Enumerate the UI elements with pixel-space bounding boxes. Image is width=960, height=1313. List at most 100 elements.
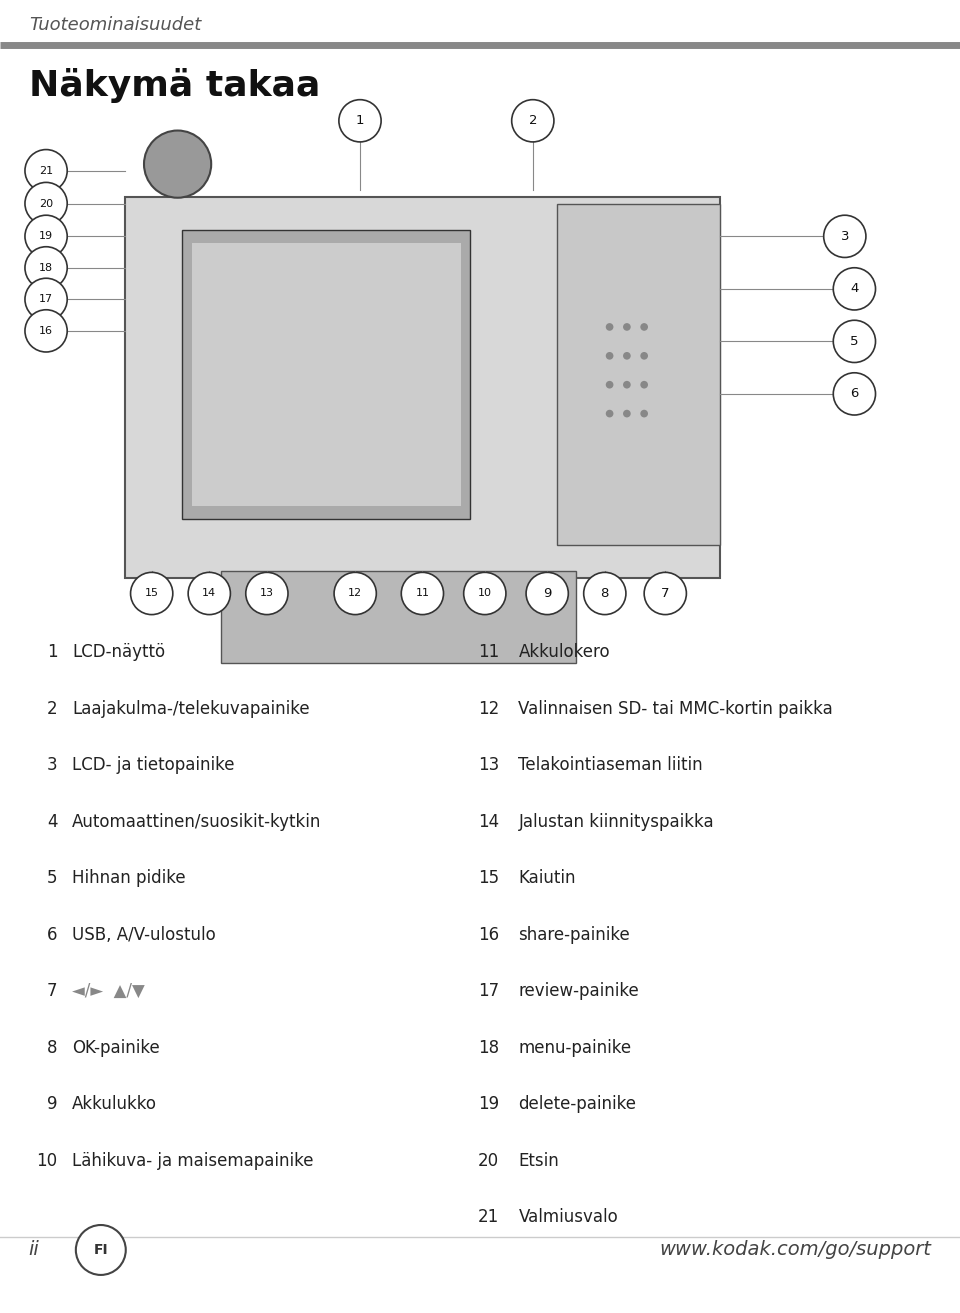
Circle shape bbox=[25, 310, 67, 352]
Circle shape bbox=[623, 381, 631, 389]
Circle shape bbox=[131, 572, 173, 614]
Text: 9: 9 bbox=[47, 1095, 58, 1113]
Circle shape bbox=[606, 381, 613, 389]
Text: ◄/►  ▲/▼: ◄/► ▲/▼ bbox=[72, 982, 145, 1001]
Text: OK-painike: OK-painike bbox=[72, 1039, 159, 1057]
Text: USB, A/V-ulostulo: USB, A/V-ulostulo bbox=[72, 926, 216, 944]
Circle shape bbox=[526, 572, 568, 614]
Circle shape bbox=[144, 130, 211, 198]
Text: Automaattinen/suosikit-kytkin: Automaattinen/suosikit-kytkin bbox=[72, 813, 322, 831]
Text: 13: 13 bbox=[260, 588, 274, 599]
Circle shape bbox=[512, 100, 554, 142]
Circle shape bbox=[644, 572, 686, 614]
Text: 15: 15 bbox=[478, 869, 499, 888]
Text: 14: 14 bbox=[203, 588, 216, 599]
Text: Laajakulma-/telekuvapainike: Laajakulma-/telekuvapainike bbox=[72, 700, 310, 718]
Text: menu-painike: menu-painike bbox=[518, 1039, 632, 1057]
Text: 8: 8 bbox=[47, 1039, 58, 1057]
Text: 19: 19 bbox=[39, 231, 53, 242]
Text: 2: 2 bbox=[47, 700, 58, 718]
Text: 6: 6 bbox=[47, 926, 58, 944]
Polygon shape bbox=[221, 571, 576, 663]
Text: Valinnaisen SD- tai MMC-kortin paikka: Valinnaisen SD- tai MMC-kortin paikka bbox=[518, 700, 833, 718]
Circle shape bbox=[76, 1225, 126, 1275]
Circle shape bbox=[623, 410, 631, 418]
Circle shape bbox=[25, 278, 67, 320]
Text: 6: 6 bbox=[851, 387, 858, 400]
Circle shape bbox=[640, 323, 648, 331]
Circle shape bbox=[25, 183, 67, 225]
Text: 11: 11 bbox=[478, 643, 499, 662]
Circle shape bbox=[246, 572, 288, 614]
Text: Kaiutin: Kaiutin bbox=[518, 869, 576, 888]
Polygon shape bbox=[557, 204, 720, 545]
Circle shape bbox=[640, 352, 648, 360]
Text: 21: 21 bbox=[39, 165, 53, 176]
Circle shape bbox=[623, 352, 631, 360]
Text: LCD- ja tietopainike: LCD- ja tietopainike bbox=[72, 756, 234, 775]
Text: FI: FI bbox=[93, 1243, 108, 1257]
Text: 7: 7 bbox=[661, 587, 669, 600]
Text: LCD-näyttö: LCD-näyttö bbox=[72, 643, 165, 662]
Text: www.kodak.com/go/support: www.kodak.com/go/support bbox=[660, 1241, 931, 1259]
Circle shape bbox=[833, 320, 876, 362]
Circle shape bbox=[640, 381, 648, 389]
Circle shape bbox=[824, 215, 866, 257]
Circle shape bbox=[623, 323, 631, 331]
Circle shape bbox=[584, 572, 626, 614]
Text: 18: 18 bbox=[39, 263, 53, 273]
Circle shape bbox=[25, 247, 67, 289]
Text: Hihnan pidike: Hihnan pidike bbox=[72, 869, 185, 888]
Text: Telakointiaseman liitin: Telakointiaseman liitin bbox=[518, 756, 703, 775]
Text: 18: 18 bbox=[478, 1039, 499, 1057]
Text: 13: 13 bbox=[478, 756, 499, 775]
Text: 5: 5 bbox=[47, 869, 58, 888]
Text: review-painike: review-painike bbox=[518, 982, 639, 1001]
Text: delete-painike: delete-painike bbox=[518, 1095, 636, 1113]
Text: 16: 16 bbox=[478, 926, 499, 944]
Text: 9: 9 bbox=[543, 587, 551, 600]
Circle shape bbox=[25, 215, 67, 257]
Circle shape bbox=[334, 572, 376, 614]
Text: 19: 19 bbox=[478, 1095, 499, 1113]
Text: 3: 3 bbox=[841, 230, 849, 243]
Text: 2: 2 bbox=[529, 114, 537, 127]
Circle shape bbox=[606, 323, 613, 331]
Text: Akkulukko: Akkulukko bbox=[72, 1095, 157, 1113]
Circle shape bbox=[25, 150, 67, 192]
Text: 12: 12 bbox=[348, 588, 362, 599]
Text: ii: ii bbox=[29, 1241, 39, 1259]
Circle shape bbox=[640, 410, 648, 418]
Text: 20: 20 bbox=[478, 1152, 499, 1170]
Text: 10: 10 bbox=[36, 1152, 58, 1170]
Text: 1: 1 bbox=[356, 114, 364, 127]
Text: 8: 8 bbox=[601, 587, 609, 600]
Text: Jalustan kiinnityspaikka: Jalustan kiinnityspaikka bbox=[518, 813, 714, 831]
Circle shape bbox=[464, 572, 506, 614]
Text: Valmiusvalo: Valmiusvalo bbox=[518, 1208, 618, 1226]
Text: 10: 10 bbox=[478, 588, 492, 599]
Circle shape bbox=[606, 352, 613, 360]
Text: 20: 20 bbox=[39, 198, 53, 209]
Text: 3: 3 bbox=[47, 756, 58, 775]
Text: 4: 4 bbox=[47, 813, 58, 831]
Text: 17: 17 bbox=[478, 982, 499, 1001]
Text: 15: 15 bbox=[145, 588, 158, 599]
Text: 1: 1 bbox=[47, 643, 58, 662]
Circle shape bbox=[833, 373, 876, 415]
Text: 16: 16 bbox=[39, 326, 53, 336]
Text: Akkulokero: Akkulokero bbox=[518, 643, 610, 662]
Circle shape bbox=[401, 572, 444, 614]
FancyBboxPatch shape bbox=[192, 243, 461, 506]
Text: 12: 12 bbox=[478, 700, 499, 718]
Polygon shape bbox=[182, 230, 470, 519]
Text: Etsin: Etsin bbox=[518, 1152, 559, 1170]
Text: Lähikuva- ja maisemapainike: Lähikuva- ja maisemapainike bbox=[72, 1152, 314, 1170]
Circle shape bbox=[188, 572, 230, 614]
Text: 11: 11 bbox=[416, 588, 429, 599]
Text: Näkymä takaa: Näkymä takaa bbox=[29, 68, 321, 104]
Circle shape bbox=[339, 100, 381, 142]
Text: 5: 5 bbox=[851, 335, 858, 348]
Circle shape bbox=[606, 410, 613, 418]
Text: Tuoteominaisuudet: Tuoteominaisuudet bbox=[29, 16, 201, 34]
